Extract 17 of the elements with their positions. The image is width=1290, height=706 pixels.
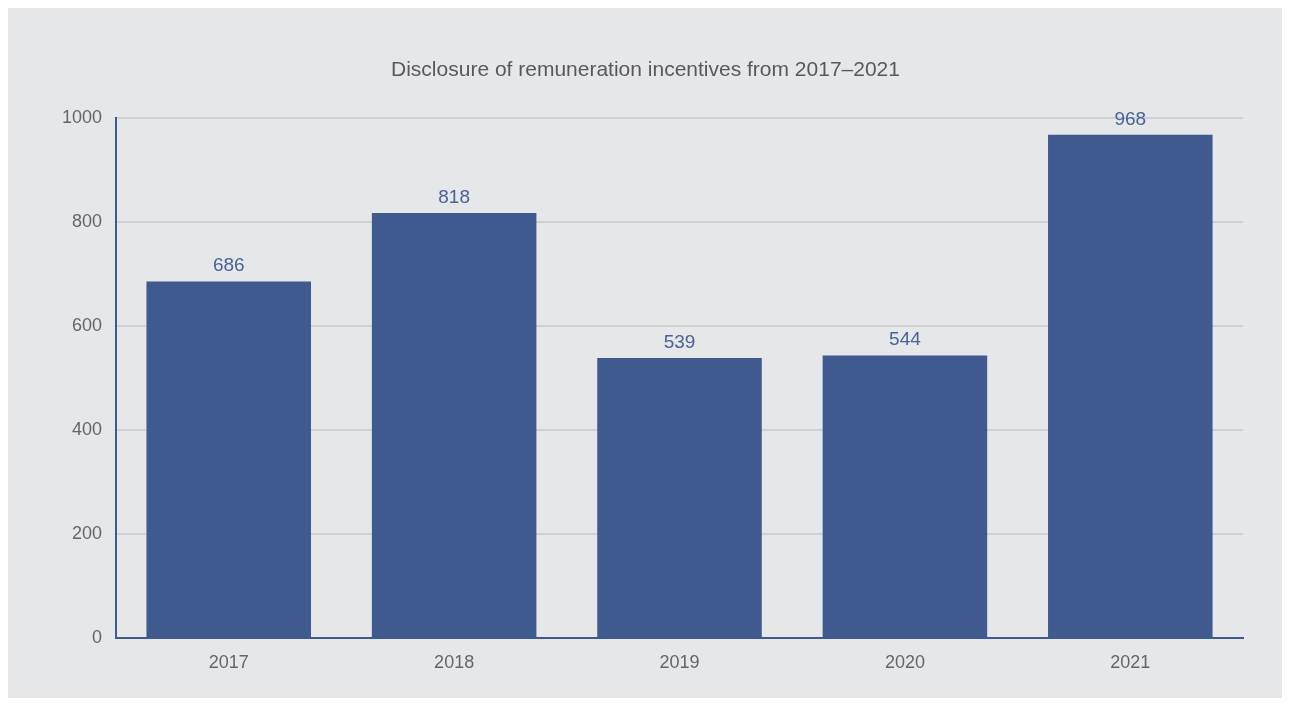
x-tick-label: 2018 (434, 652, 475, 673)
x-tick-label: 2020 (884, 652, 925, 673)
y-tick-label: 1000 (62, 107, 103, 128)
chart-title: Disclosure of remuneration incentives from 2017–2021 (391, 57, 900, 81)
y-tick-label: 800 (72, 211, 103, 232)
x-tick-label: 2019 (659, 652, 700, 673)
y-tick-label: 200 (72, 523, 103, 544)
data-label: 539 (663, 330, 696, 352)
x-tick-label: 2021 (1110, 652, 1151, 673)
y-tick-label: 600 (72, 315, 103, 336)
data-label: 686 (212, 254, 245, 276)
y-tick-label: 400 (72, 419, 103, 440)
data-label: 968 (1114, 107, 1147, 129)
data-label: 544 (889, 328, 922, 350)
data-label: 818 (438, 185, 470, 207)
x-tick-label: 2017 (208, 652, 249, 673)
y-tick-label: 0 (92, 627, 103, 648)
